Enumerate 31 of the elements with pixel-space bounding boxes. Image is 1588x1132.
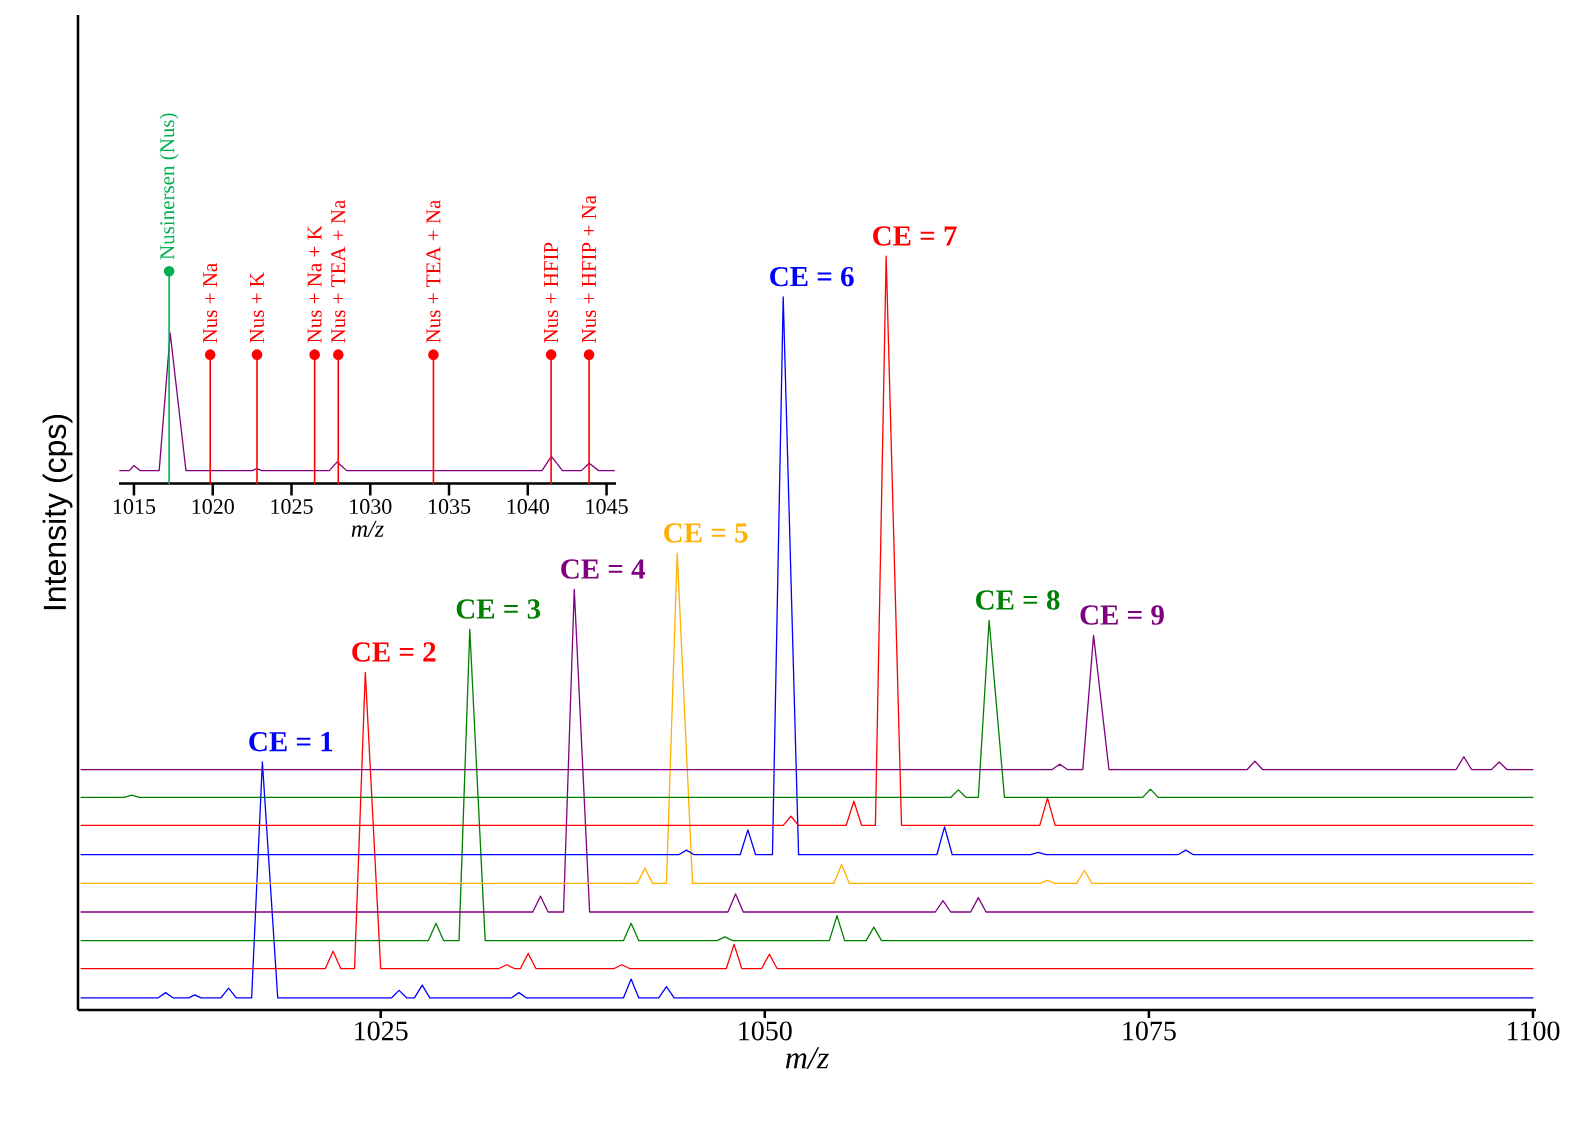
x-tick-label: 1025 (271, 499, 313, 514)
annotation: CE = 1 (249, 731, 333, 752)
annotation: Nus + Na (203, 263, 218, 343)
x-tick-label: 1035 (428, 499, 471, 514)
x-axis-title: m/z (785, 1047, 829, 1069)
annotation: Nus + TEA + Na (331, 199, 346, 343)
x-axis-title: m/z (351, 520, 384, 537)
annotation: CE = 2 (352, 642, 436, 662)
annotation: Nus + HFIP + Na (582, 195, 597, 343)
annotation: CE = 5 (664, 523, 748, 543)
y-axis-title: Intensity (cps) (42, 414, 73, 610)
x-tick-label: 1075 (1123, 1021, 1176, 1041)
annotation: Nus + HFIP (544, 242, 559, 343)
annotation: CE = 4 (561, 559, 646, 579)
x-tick-label: 1025 (355, 1021, 408, 1041)
annotation: Nus + TEA + Na (426, 199, 441, 343)
x-tick-label: 1045 (586, 499, 628, 514)
annotation: Nus + K (250, 272, 264, 343)
annotation: CE = 9 (1080, 605, 1164, 625)
x-tick-label: 1050 (739, 1021, 792, 1041)
annotation: CE = 3 (456, 599, 541, 619)
annotation: CE = 6 (770, 266, 854, 287)
x-tick-label: 1020 (192, 499, 234, 514)
x-tick-label: 1030 (350, 499, 392, 514)
annotation: Nusinersen (Nus) (159, 113, 179, 260)
annotation: CE = 8 (976, 590, 1060, 610)
x-tick-label: 1040 (507, 499, 549, 514)
x-tick-label: 1015 (113, 499, 156, 514)
x-tick-label: 1100 (1507, 1021, 1560, 1041)
annotation: Nus + Na + K (307, 225, 322, 343)
annotation: CE = 7 (873, 226, 957, 246)
